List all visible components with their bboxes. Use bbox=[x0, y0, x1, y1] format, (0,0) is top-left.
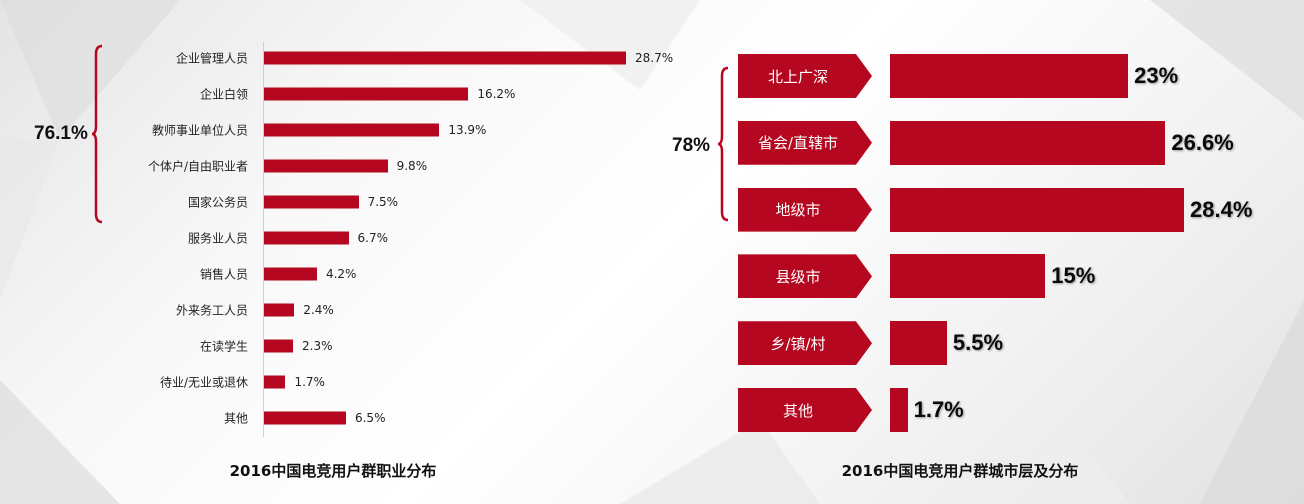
bar bbox=[890, 321, 947, 366]
value-label: 13.9% bbox=[448, 123, 487, 137]
chart-title: 2016中国电竞用户群城市层及分布 bbox=[841, 462, 1079, 480]
bar bbox=[264, 195, 359, 209]
group-percentage: 78% bbox=[672, 135, 711, 156]
category-label: 在读学生 bbox=[199, 339, 248, 354]
city-tier-chart: 78% 北上广深 23% 省会/直辖市 26.6% 地级市 28.4% 县级市 15% 乡/镇/… bbox=[672, 0, 1304, 504]
group-percentage: 76.1% bbox=[34, 123, 88, 144]
value-label: 26.6% bbox=[1171, 129, 1234, 155]
chart-title: 2016中国电竞用户群职业分布 bbox=[229, 462, 437, 480]
category-label: 个体户/自由职业者 bbox=[147, 159, 248, 174]
value-label: 9.8% bbox=[396, 159, 428, 173]
occupation-chart: 76.1% 企业管理人员 28.7% 企业白领 16.2% 教师事业单位人员 13.9% 个… bbox=[34, 42, 674, 480]
category-label: 外来务工人员 bbox=[175, 303, 248, 318]
value-label: 15% bbox=[1051, 263, 1096, 289]
bar bbox=[890, 120, 1166, 165]
value-label: 28.4% bbox=[1190, 196, 1253, 222]
category-label: 县级市 bbox=[738, 254, 872, 299]
value-label: 6.7% bbox=[357, 231, 389, 245]
category-label: 企业白领 bbox=[199, 87, 248, 102]
category-label: 国家公务员 bbox=[187, 195, 248, 210]
value-label: 4.2% bbox=[325, 267, 357, 281]
value-label: 28.7% bbox=[635, 51, 674, 65]
bar bbox=[264, 123, 440, 137]
category-label: 地级市 bbox=[738, 187, 872, 232]
category-label: 待业/无业或退休 bbox=[159, 375, 248, 390]
bar bbox=[264, 375, 286, 389]
category-label: 教师事业单位人员 bbox=[151, 123, 248, 138]
bar bbox=[890, 388, 908, 432]
bar bbox=[264, 411, 346, 425]
bar bbox=[264, 267, 317, 281]
value-label: 23% bbox=[1134, 63, 1179, 88]
value-label: 7.5% bbox=[367, 195, 399, 209]
category-label: 服务业人员 bbox=[187, 231, 248, 246]
category-label: 其他 bbox=[738, 388, 872, 432]
bar bbox=[264, 87, 469, 101]
bar bbox=[890, 254, 1046, 299]
bar bbox=[264, 303, 295, 317]
category-label: 企业管理人员 bbox=[175, 51, 248, 66]
value-label: 2.3% bbox=[302, 339, 333, 353]
category-axis-line bbox=[263, 42, 264, 437]
category-label: 其他 bbox=[223, 411, 248, 426]
bar bbox=[890, 187, 1184, 232]
category-label: 乡/镇/村 bbox=[738, 321, 872, 366]
value-label: 16.2% bbox=[477, 87, 516, 101]
bar bbox=[264, 159, 388, 173]
bar bbox=[264, 51, 626, 65]
value-label: 2.4% bbox=[303, 303, 334, 317]
bar bbox=[890, 54, 1129, 98]
value-label: 5.5% bbox=[952, 330, 1004, 356]
value-label: 1.7% bbox=[294, 375, 325, 389]
category-label: 销售人员 bbox=[199, 267, 248, 282]
value-label: 6.5% bbox=[354, 411, 386, 425]
bar bbox=[264, 231, 349, 245]
group-brace bbox=[92, 44, 103, 224]
value-label: 1.7% bbox=[913, 397, 964, 422]
bar bbox=[264, 339, 293, 353]
category-label: 省会/直辖市 bbox=[738, 120, 872, 165]
category-label: 北上广深 bbox=[738, 54, 872, 98]
group-brace bbox=[718, 66, 729, 222]
